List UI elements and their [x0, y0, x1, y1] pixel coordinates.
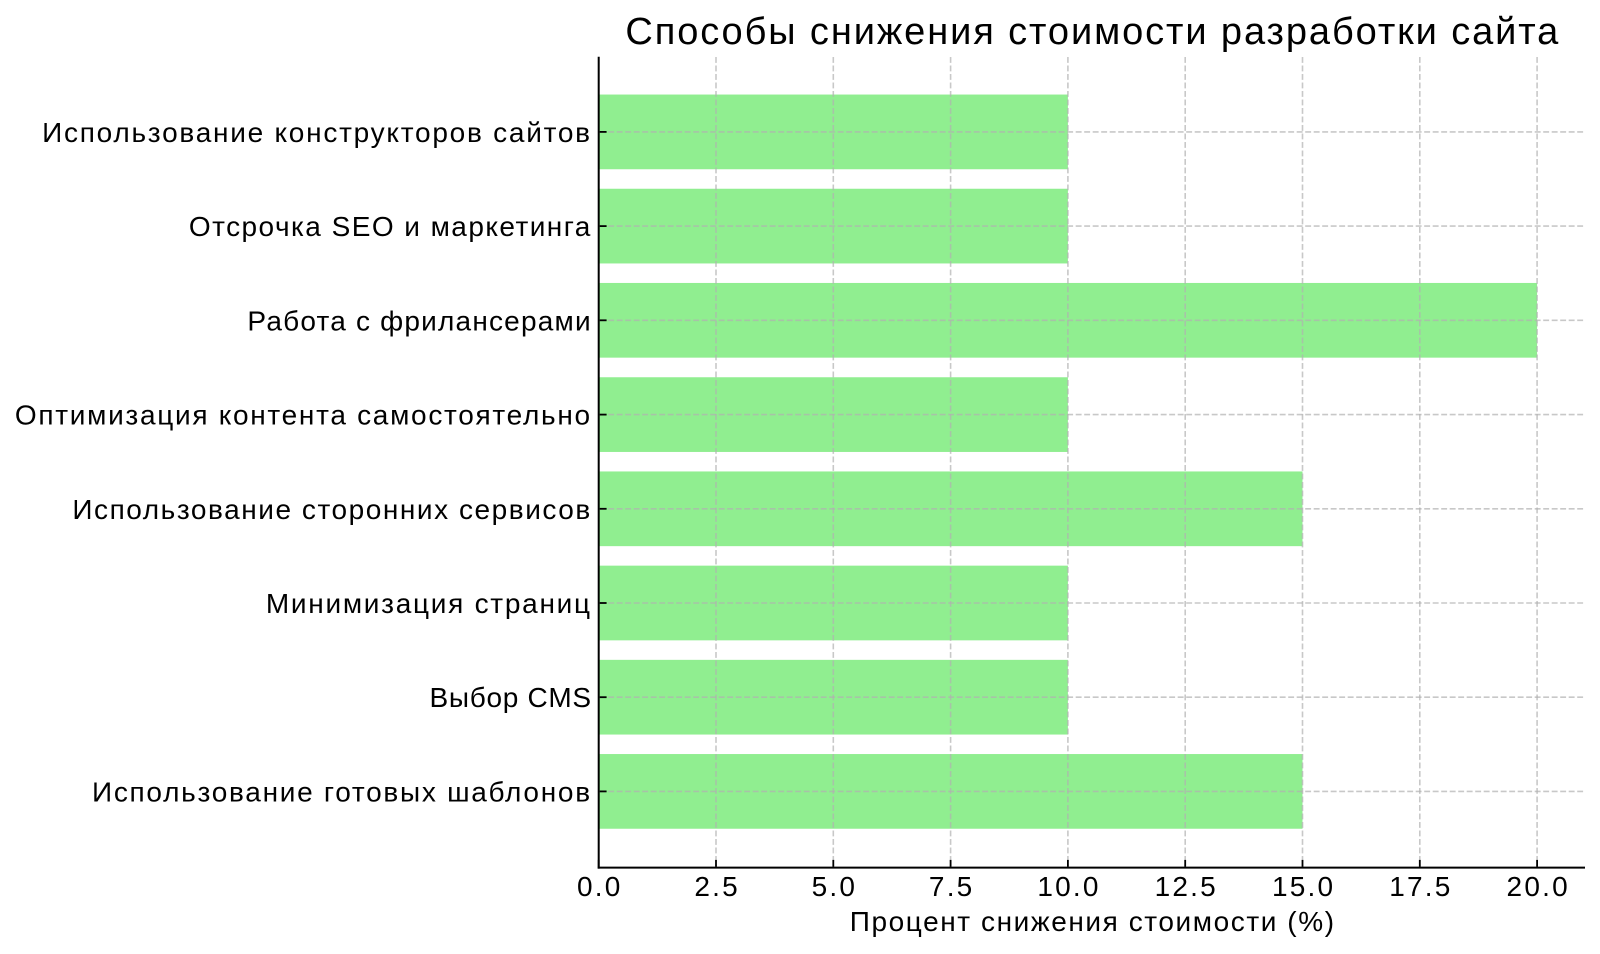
svg-text:Использование готовых шаблонов: Использование готовых шаблонов — [92, 776, 592, 807]
svg-text:Работа с фрилансерами: Работа с фрилансерами — [247, 305, 591, 336]
svg-text:Выбор CMS: Выбор CMS — [430, 682, 592, 713]
svg-text:17.5: 17.5 — [1389, 871, 1452, 902]
svg-text:0.0: 0.0 — [577, 871, 623, 902]
svg-text:Использование конструкторов са: Использование конструкторов сайтов — [42, 117, 592, 148]
svg-text:12.5: 12.5 — [1155, 871, 1218, 902]
svg-text:Процент снижения стоимости (%): Процент снижения стоимости (%) — [850, 906, 1336, 937]
svg-text:7.5: 7.5 — [929, 871, 975, 902]
svg-text:Минимизация страниц: Минимизация страниц — [266, 588, 592, 619]
svg-text:5.0: 5.0 — [812, 871, 858, 902]
svg-text:15.0: 15.0 — [1272, 871, 1335, 902]
svg-text:Оптимизация контента самостоят: Оптимизация контента самостоятельно — [15, 400, 592, 431]
svg-text:20.0: 20.0 — [1507, 871, 1570, 902]
svg-text:2.5: 2.5 — [694, 871, 740, 902]
svg-text:Отсрочка SEO и маркетинга: Отсрочка SEO и маркетинга — [189, 211, 592, 242]
svg-text:Использование сторонних сервис: Использование сторонних сервисов — [72, 494, 591, 525]
svg-text:Способы снижения стоимости раз: Способы снижения стоимости разработки са… — [625, 11, 1560, 53]
svg-text:10.0: 10.0 — [1037, 871, 1100, 902]
